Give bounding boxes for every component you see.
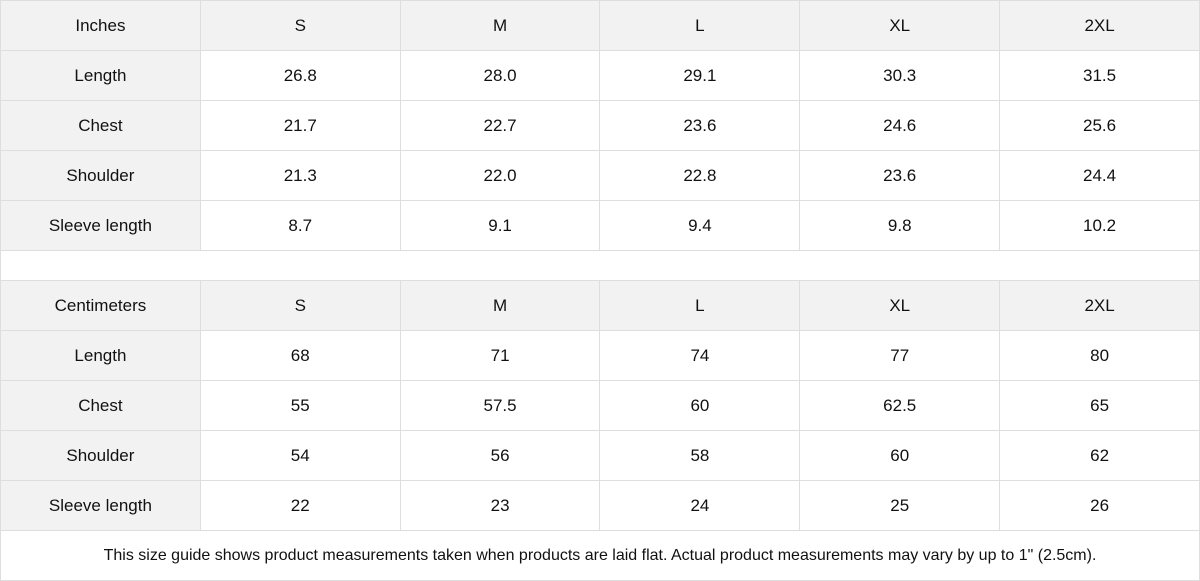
- measurement-cell: 24: [599, 480, 801, 531]
- measurement-cell: 62.5: [799, 380, 1001, 431]
- measurement-cell: 21.3: [199, 150, 401, 201]
- row-label: Chest: [0, 380, 201, 431]
- row-label: Sleeve length: [0, 480, 201, 531]
- table-spacer: [0, 250, 1200, 281]
- size-header: M: [399, 0, 601, 51]
- row-label: Sleeve length: [0, 200, 201, 251]
- size-header: M: [399, 280, 601, 331]
- size-header: XL: [799, 280, 1001, 331]
- row-label: Shoulder: [0, 430, 201, 481]
- unit-header: Inches: [0, 0, 201, 51]
- row-label: Chest: [0, 100, 201, 151]
- measurement-cell: 9.8: [799, 200, 1001, 251]
- table-row: Sleeve length 8.7 9.1 9.4 9.8 10.2: [0, 200, 1200, 251]
- measurement-cell: 22.8: [599, 150, 801, 201]
- row-label: Shoulder: [0, 150, 201, 201]
- measurement-cell: 30.3: [799, 50, 1001, 101]
- measurement-cell: 24.4: [999, 150, 1200, 201]
- measurement-cell: 23.6: [799, 150, 1001, 201]
- measurement-cell: 74: [599, 330, 801, 381]
- note-row: This size guide shows product measuremen…: [0, 530, 1200, 581]
- measurement-cell: 60: [799, 430, 1001, 481]
- table-row: Shoulder 54 56 58 60 62: [0, 430, 1200, 481]
- spacer-cell: [0, 250, 1200, 281]
- measurement-cell: 26.8: [199, 50, 401, 101]
- measurement-cell: 28.0: [399, 50, 601, 101]
- table-row: Shoulder 21.3 22.0 22.8 23.6 24.4: [0, 150, 1200, 201]
- measurement-cell: 9.1: [399, 200, 601, 251]
- measurement-cell: 58: [599, 430, 801, 481]
- table-row: Chest 21.7 22.7 23.6 24.6 25.6: [0, 100, 1200, 151]
- measurement-cell: 22.7: [399, 100, 601, 151]
- measurement-cell: 57.5: [399, 380, 601, 431]
- measurement-cell: 65: [999, 380, 1200, 431]
- measurement-cell: 9.4: [599, 200, 801, 251]
- measurement-cell: 31.5: [999, 50, 1200, 101]
- size-header: S: [199, 0, 401, 51]
- measurement-cell: 22: [199, 480, 401, 531]
- measurement-cell: 23: [399, 480, 601, 531]
- measurement-cell: 25.6: [999, 100, 1200, 151]
- measurement-cell: 60: [599, 380, 801, 431]
- table-row: Sleeve length 22 23 24 25 26: [0, 480, 1200, 531]
- table-row: Length 68 71 74 77 80: [0, 330, 1200, 381]
- measurement-cell: 68: [199, 330, 401, 381]
- measurement-cell: 21.7: [199, 100, 401, 151]
- size-header: 2XL: [999, 0, 1200, 51]
- measurement-cell: 10.2: [999, 200, 1200, 251]
- unit-header: Centimeters: [0, 280, 201, 331]
- measurement-cell: 24.6: [799, 100, 1001, 151]
- measurement-cell: 23.6: [599, 100, 801, 151]
- measurement-cell: 54: [199, 430, 401, 481]
- measurement-cell: 62: [999, 430, 1200, 481]
- measurement-cell: 77: [799, 330, 1001, 381]
- size-header: 2XL: [999, 280, 1200, 331]
- measurement-cell: 25: [799, 480, 1001, 531]
- row-label: Length: [0, 50, 201, 101]
- measurement-cell: 29.1: [599, 50, 801, 101]
- measurement-cell: 80: [999, 330, 1200, 381]
- header-row: Inches S M L XL 2XL: [0, 0, 1200, 51]
- table-row: Length 26.8 28.0 29.1 30.3 31.5: [0, 50, 1200, 101]
- measurement-cell: 26: [999, 480, 1200, 531]
- size-header: XL: [799, 0, 1001, 51]
- measurement-cell: 22.0: [399, 150, 601, 201]
- size-header: S: [199, 280, 401, 331]
- measurement-cell: 55: [199, 380, 401, 431]
- table-row: Chest 55 57.5 60 62.5 65: [0, 380, 1200, 431]
- size-header: L: [599, 0, 801, 51]
- measurement-cell: 8.7: [199, 200, 401, 251]
- size-header: L: [599, 280, 801, 331]
- row-label: Length: [0, 330, 201, 381]
- measurement-cell: 56: [399, 430, 601, 481]
- size-guide-note: This size guide shows product measuremen…: [0, 530, 1200, 581]
- header-row: Centimeters S M L XL 2XL: [0, 280, 1200, 331]
- measurement-cell: 71: [399, 330, 601, 381]
